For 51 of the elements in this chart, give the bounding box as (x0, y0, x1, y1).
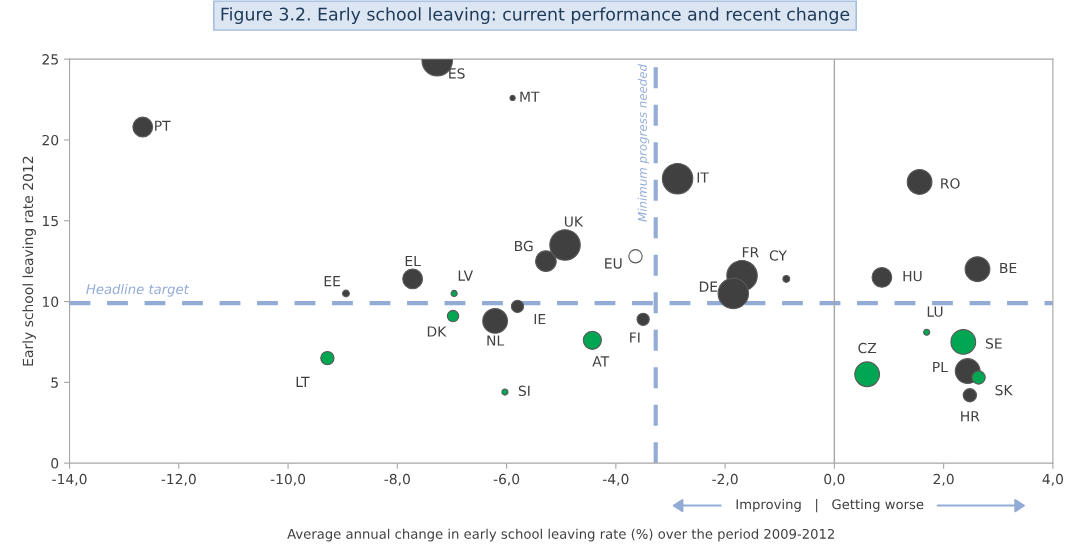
series-label: SK (995, 384, 1013, 396)
x-tick-label: 2,0 (933, 473, 954, 486)
series-label: DE (699, 281, 718, 292)
series-label: AT (592, 356, 610, 367)
series-label: LU (927, 306, 943, 317)
x-tick-label: -2,0 (712, 473, 738, 486)
series-label: CY (769, 250, 787, 261)
x-tick-label: -14,0 (52, 473, 87, 486)
series-label: IE (534, 313, 546, 325)
y-tick-label: 5 (51, 377, 58, 388)
series-label: LV (458, 270, 473, 281)
series-label: NL (487, 335, 505, 346)
series-label: IT (697, 172, 709, 183)
x-tick-label: -4,0 (602, 473, 629, 486)
x-tick-label: -10,0 (270, 473, 306, 486)
y-tick-label: 20 (42, 134, 59, 146)
series-label: DK (427, 326, 447, 337)
chart-title: Figure 3.2. Early school leaving: current performance and recent change (221, 7, 850, 25)
series-label: PT (155, 120, 171, 131)
series-label: CZ (858, 342, 877, 354)
y-tick-label: 25 (42, 54, 58, 65)
ref-line-label: Headline target (86, 283, 190, 297)
series-label: RO (941, 178, 960, 189)
x-tick-label: 4,0 (1042, 473, 1063, 486)
series-label: SI (518, 385, 530, 397)
x-tick-label: 0,0 (824, 473, 845, 486)
y-tick-label: 15 (42, 215, 58, 227)
x-axis-title: Average annual change in early school leaving rate (%) over the period 2009-2012 (287, 528, 834, 542)
series-label: HU (903, 271, 922, 282)
x-tick-label: -6,0 (493, 473, 520, 486)
y-axis-title: Early school leaving rate 2012 (22, 156, 36, 366)
series-label: FR (742, 247, 759, 258)
series-label: BE (1000, 262, 1017, 274)
series-label: SE (985, 338, 1002, 349)
series-label: BG (515, 240, 533, 252)
series-label: ES (449, 68, 465, 79)
series-label: LT (296, 376, 310, 387)
y-tick-label: 10 (42, 296, 59, 308)
series-label: UK (564, 216, 584, 227)
x-tick-label: -8,0 (384, 473, 410, 486)
x-tick-label: -12,0 (161, 473, 196, 486)
y-tick-label: 0 (51, 458, 59, 469)
ref-line-label: Minimum progress needed (637, 63, 650, 222)
series-label: FI (630, 332, 640, 343)
text: Improving | Getting worse (736, 498, 924, 513)
series-label: MT (520, 91, 540, 102)
series-label: PL (933, 361, 948, 373)
series-label: HR (961, 411, 980, 422)
series-label: EE (324, 276, 340, 287)
series-label: EU (605, 258, 622, 269)
series-label: EL (405, 255, 421, 267)
